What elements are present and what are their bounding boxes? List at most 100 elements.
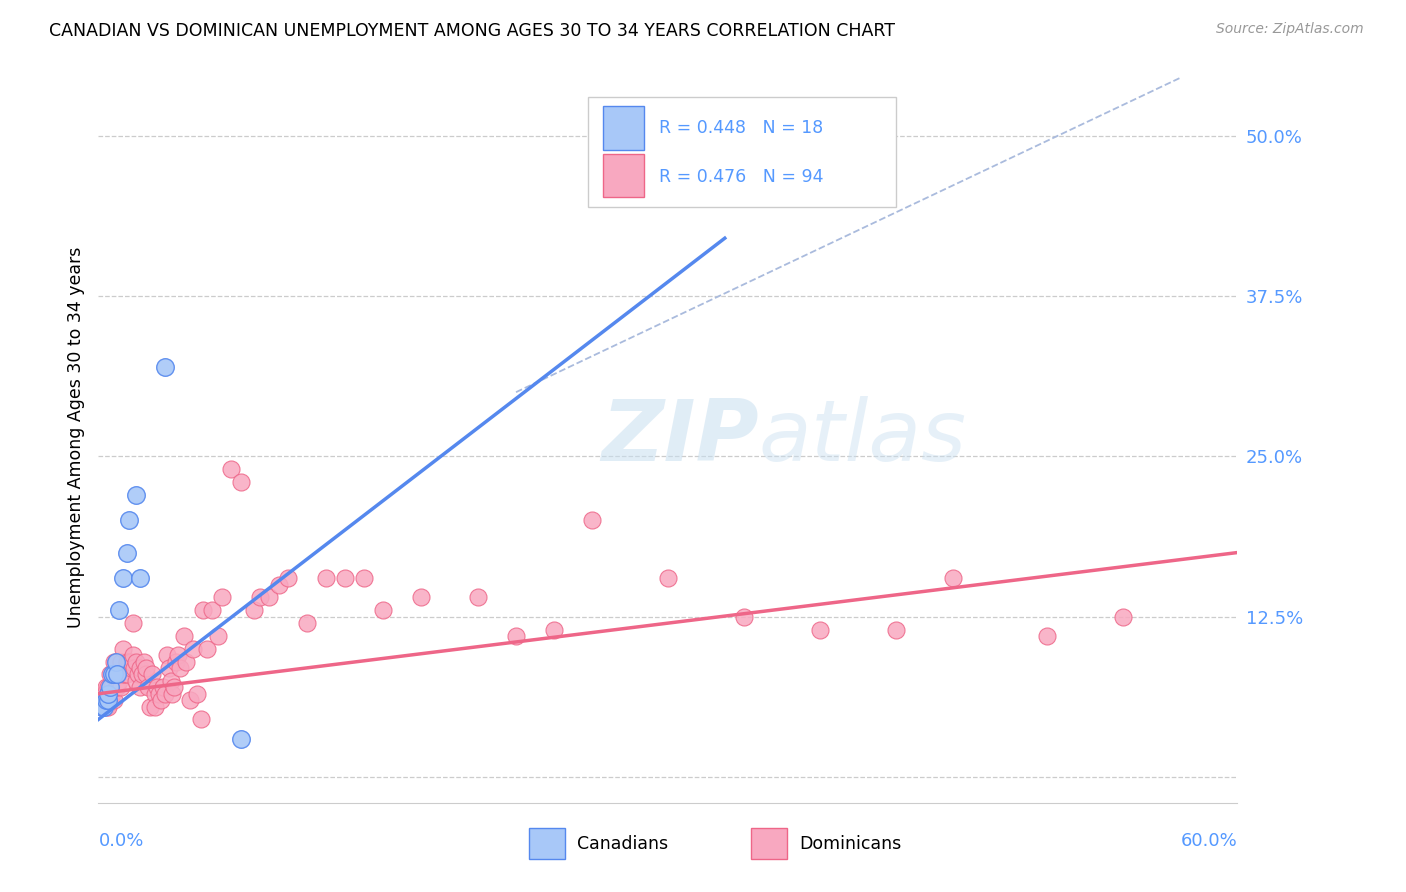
Point bbox=[97, 693, 120, 707]
Point bbox=[229, 475, 252, 489]
Text: R = 0.476   N = 94: R = 0.476 N = 94 bbox=[659, 169, 824, 186]
Point bbox=[157, 661, 180, 675]
Point bbox=[97, 699, 120, 714]
Y-axis label: Unemployment Among Ages 30 to 34 years: Unemployment Among Ages 30 to 34 years bbox=[66, 246, 84, 628]
Point bbox=[162, 687, 184, 701]
Point bbox=[150, 693, 173, 707]
Point bbox=[942, 571, 965, 585]
Point bbox=[120, 655, 142, 669]
Point bbox=[104, 655, 127, 669]
Point bbox=[108, 673, 131, 688]
Text: Source: ZipAtlas.com: Source: ZipAtlas.com bbox=[1216, 22, 1364, 37]
Point bbox=[167, 648, 190, 663]
Text: atlas: atlas bbox=[759, 395, 967, 479]
Text: 0.0%: 0.0% bbox=[98, 832, 143, 850]
Point bbox=[259, 591, 281, 605]
Point bbox=[505, 629, 527, 643]
Point bbox=[131, 667, 153, 681]
Point bbox=[249, 591, 271, 605]
Point bbox=[145, 699, 167, 714]
Text: 60.0%: 60.0% bbox=[1181, 832, 1237, 850]
Point bbox=[297, 616, 319, 631]
Point bbox=[159, 673, 181, 688]
Point bbox=[581, 514, 603, 528]
Point bbox=[121, 648, 143, 663]
Point bbox=[115, 655, 138, 669]
Point bbox=[201, 603, 224, 617]
Point bbox=[100, 687, 122, 701]
Point bbox=[163, 681, 186, 695]
Point bbox=[103, 655, 125, 669]
Point bbox=[103, 693, 125, 707]
Point bbox=[138, 699, 160, 714]
Point bbox=[112, 667, 135, 681]
Point bbox=[114, 667, 136, 681]
Point bbox=[125, 488, 148, 502]
Point bbox=[141, 667, 163, 681]
Point bbox=[100, 681, 122, 695]
Point bbox=[884, 623, 907, 637]
Point bbox=[145, 687, 167, 701]
Point bbox=[153, 359, 176, 374]
Point bbox=[335, 571, 357, 585]
Point bbox=[186, 687, 208, 701]
Point bbox=[115, 545, 138, 559]
Point bbox=[183, 641, 205, 656]
Point bbox=[129, 571, 152, 585]
Point bbox=[156, 648, 179, 663]
Point bbox=[121, 616, 143, 631]
Point bbox=[104, 681, 127, 695]
FancyBboxPatch shape bbox=[529, 829, 565, 859]
Point bbox=[107, 667, 129, 681]
Point bbox=[179, 693, 201, 707]
Point bbox=[93, 693, 115, 707]
Point bbox=[152, 681, 174, 695]
Point bbox=[267, 577, 290, 591]
Point bbox=[110, 681, 132, 695]
Point bbox=[103, 667, 125, 681]
Point bbox=[127, 667, 149, 681]
Point bbox=[94, 693, 117, 707]
Point bbox=[153, 687, 176, 701]
Point bbox=[353, 571, 375, 585]
Text: R = 0.448   N = 18: R = 0.448 N = 18 bbox=[659, 120, 823, 137]
Point bbox=[733, 609, 755, 624]
Point bbox=[98, 693, 121, 707]
Point bbox=[174, 655, 197, 669]
Point bbox=[132, 655, 155, 669]
Point bbox=[243, 603, 266, 617]
Point bbox=[91, 699, 114, 714]
FancyBboxPatch shape bbox=[588, 97, 896, 207]
Point bbox=[195, 641, 218, 656]
Point bbox=[207, 629, 229, 643]
Text: Dominicans: Dominicans bbox=[799, 835, 901, 853]
Point bbox=[467, 591, 489, 605]
Point bbox=[229, 731, 252, 746]
Point bbox=[315, 571, 337, 585]
Point bbox=[135, 667, 157, 681]
Point bbox=[1112, 609, 1135, 624]
Point bbox=[93, 687, 115, 701]
FancyBboxPatch shape bbox=[751, 829, 787, 859]
Point bbox=[98, 681, 121, 695]
Point bbox=[112, 571, 135, 585]
Point bbox=[112, 641, 135, 656]
Point bbox=[108, 667, 131, 681]
Point bbox=[125, 673, 148, 688]
Point bbox=[124, 661, 146, 675]
Point bbox=[808, 623, 831, 637]
Point bbox=[148, 687, 170, 701]
Point bbox=[657, 571, 679, 585]
Point bbox=[94, 681, 117, 695]
Point bbox=[107, 667, 129, 681]
Point bbox=[104, 655, 127, 669]
Point bbox=[120, 661, 142, 675]
Text: ZIP: ZIP bbox=[602, 395, 759, 479]
Point bbox=[94, 699, 117, 714]
Point bbox=[125, 655, 148, 669]
Text: CANADIAN VS DOMINICAN UNEMPLOYMENT AMONG AGES 30 TO 34 YEARS CORRELATION CHART: CANADIAN VS DOMINICAN UNEMPLOYMENT AMONG… bbox=[49, 22, 896, 40]
Point bbox=[97, 687, 120, 701]
Point bbox=[543, 623, 565, 637]
Point bbox=[118, 655, 141, 669]
FancyBboxPatch shape bbox=[603, 154, 644, 197]
